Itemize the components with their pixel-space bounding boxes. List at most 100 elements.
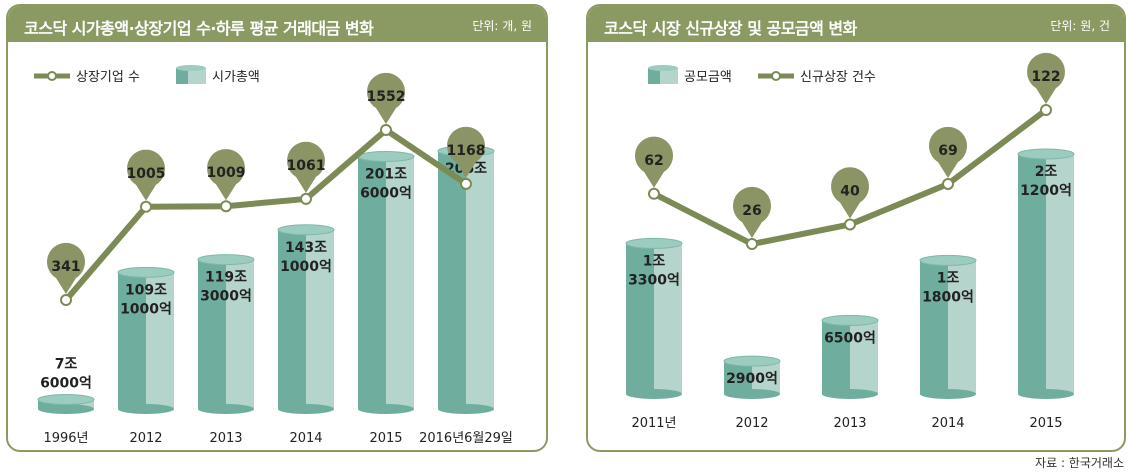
bar-value-label: 143조 bbox=[285, 240, 327, 256]
line-point-1-value-label: 1005 bbox=[127, 166, 166, 182]
line-point-2: 1009 bbox=[206, 149, 246, 213]
line-series: 62 26 40 69 122 bbox=[635, 52, 1065, 250]
bar-value-label: 1조 bbox=[937, 270, 960, 286]
bar-5-base bbox=[438, 404, 494, 414]
bar-3 bbox=[919, 254, 977, 399]
bar-value-label: 109조 bbox=[125, 282, 167, 298]
bar-2 bbox=[821, 314, 879, 399]
x-tick-label: 2013 bbox=[833, 416, 866, 431]
x-tick-label: 2014 bbox=[931, 416, 964, 431]
x-tick-label: 2013 bbox=[209, 431, 242, 446]
legend-bar-side bbox=[188, 68, 206, 84]
line-point-0-pin bbox=[635, 136, 673, 188]
line-point-1: 1005 bbox=[127, 149, 166, 213]
bar-4-top bbox=[1017, 148, 1075, 160]
line-point-2-pin bbox=[206, 149, 246, 201]
bar-0 bbox=[625, 237, 683, 399]
bar-value-label: 119조 bbox=[205, 270, 247, 286]
line-point-2-value-label: 40 bbox=[840, 183, 860, 199]
bar-1-top bbox=[723, 355, 781, 367]
bar-2-top bbox=[197, 254, 255, 266]
x-tick-label: 2012 bbox=[735, 416, 768, 431]
legend-label: 공모금액 bbox=[684, 70, 732, 85]
right-chart-title: 코스닥 시장 신규상장 및 공모금액 변화 bbox=[604, 19, 857, 38]
bar-value-label: 6000억 bbox=[360, 186, 412, 202]
bar-3-front bbox=[920, 260, 949, 394]
line-series: 341 1005 1009 1061 1552 1168 bbox=[46, 72, 486, 306]
line-point-3-value-label: 69 bbox=[938, 143, 957, 159]
left-chart-panel: 코스닥 시가총액·상장기업 수·하루 평균 거래대금 변화 단위: 개, 원 상… bbox=[6, 4, 548, 452]
bar-1-top bbox=[117, 266, 175, 278]
bar-1-front bbox=[118, 272, 147, 409]
bar-4-side bbox=[1046, 154, 1074, 394]
line-point-5-value-label: 1168 bbox=[447, 143, 486, 159]
bar-1-base bbox=[118, 404, 174, 414]
bar-value-label: 1800억 bbox=[922, 289, 974, 305]
bar-2-front bbox=[198, 259, 227, 409]
bar-1-side bbox=[752, 361, 780, 394]
bar-value-label: 6500억 bbox=[824, 330, 876, 346]
left-chart-svg: 상장기업 수 시가총액7조6000억1996년109조1000억2012119조3… bbox=[34, 65, 513, 446]
x-tick-label: 2016년6월29일 bbox=[419, 431, 513, 446]
x-tick-label: 2015 bbox=[1029, 416, 1062, 431]
source-note: 자료 : 한국거래소 bbox=[1035, 456, 1124, 470]
bar-value-label: 1조 bbox=[643, 253, 666, 269]
bar-1-front bbox=[724, 361, 753, 394]
bar-value-label: 1000억 bbox=[280, 259, 332, 275]
legend-label: 시가총액 bbox=[212, 70, 260, 85]
bar-0 bbox=[37, 393, 95, 414]
line-point-0: 341 bbox=[46, 242, 85, 306]
bar-series: 1조 3300억 2011년 2900억 2012 6500억 2013 1조 1800억 201… bbox=[625, 148, 1075, 431]
legend-label: 상장기업 수 bbox=[76, 70, 140, 85]
bar-3-front bbox=[278, 229, 307, 409]
legend-bar-top bbox=[176, 65, 206, 71]
bar-2 bbox=[197, 254, 255, 414]
legend-line-marker bbox=[47, 71, 57, 81]
bar-value-label: 7조 bbox=[55, 356, 78, 372]
legend-line-marker bbox=[771, 71, 781, 81]
line-point-5: 1168 bbox=[447, 126, 486, 190]
line-point-4: 122 bbox=[1027, 52, 1065, 116]
left-chart-title: 코스닥 시가총액·상장기업 수·하루 평균 거래대금 변화 bbox=[24, 19, 374, 38]
line-path bbox=[63, 127, 468, 302]
bar-4 bbox=[357, 151, 415, 414]
line-point-0: 62 bbox=[635, 136, 673, 200]
bar-3-base bbox=[278, 404, 334, 414]
bar-1 bbox=[117, 266, 175, 414]
line-point-3: 1061 bbox=[287, 141, 326, 205]
line-point-4-pin bbox=[367, 72, 406, 124]
line-point-2: 40 bbox=[831, 167, 869, 231]
bar-1-side bbox=[146, 272, 174, 409]
x-tick-label: 2011년 bbox=[631, 416, 676, 431]
bar-0-base bbox=[38, 404, 94, 414]
right-chart-panel: 코스닥 시장 신규상장 및 공모금액 변화 단위: 원, 건 공모금액 신규상장 … bbox=[586, 4, 1126, 452]
bar-0-front bbox=[626, 243, 655, 394]
bar-1-base bbox=[724, 389, 780, 399]
line-point-0-point bbox=[60, 294, 72, 306]
bar-5-front bbox=[438, 151, 467, 409]
right-chart-unit: 단위: 원, 건 bbox=[1050, 19, 1110, 33]
line-point-3-pin bbox=[929, 126, 967, 178]
bar-5-side bbox=[466, 151, 494, 409]
bar-4-front bbox=[358, 156, 387, 409]
bar-value-label: 3000억 bbox=[200, 289, 252, 305]
line-point-1: 26 bbox=[733, 186, 771, 250]
bar-3-base bbox=[920, 389, 976, 399]
bar-4-top bbox=[357, 151, 415, 163]
line-point-3-value-label: 1061 bbox=[287, 158, 326, 174]
bar-3 bbox=[277, 224, 335, 414]
line-point-4-point bbox=[1040, 104, 1052, 116]
line-point-3: 69 bbox=[929, 126, 967, 190]
bar-value-label: 1200억 bbox=[1020, 183, 1072, 199]
bar-value-label: 2900억 bbox=[726, 371, 778, 387]
line-point-4-value-label: 122 bbox=[1031, 69, 1060, 85]
legend-bar-side bbox=[660, 68, 678, 84]
bar-value-label: 3300억 bbox=[628, 272, 680, 288]
line-point-4-pin bbox=[1027, 52, 1065, 104]
line-point-5-pin bbox=[447, 126, 485, 178]
line-point-2-point bbox=[220, 200, 232, 213]
line-point-2-point bbox=[844, 218, 856, 231]
line-point-1-value-label: 26 bbox=[742, 203, 761, 219]
line-point-0-pin bbox=[46, 242, 85, 294]
legend-bar-front bbox=[176, 68, 188, 84]
